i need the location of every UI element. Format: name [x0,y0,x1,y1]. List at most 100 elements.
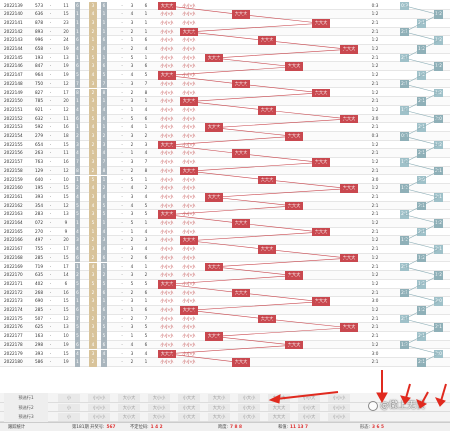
prime-value: 5 [130,54,134,60]
table-row: 2022143 996 · 24 6 1 6 · 1 6 小小小 小小小 大大大 1:2 1:2 [0,36,450,45]
draw-number: 763 [35,159,43,165]
sum-value: 15 [63,254,69,260]
ratio-value: 2:1 [371,246,379,252]
footer-issue-value: 567 [106,425,116,430]
stats-row-label: 预选行2 [4,402,48,413]
route-value: 8 [101,166,107,176]
ratio-hit: 2:1 [434,245,443,254]
route-value: 4 [101,349,107,359]
route-value: 1 [101,53,107,63]
prime-value: 3 [130,80,134,86]
ratio-hit: 1:2 [434,36,443,45]
footer-sum-label: 和值: [278,425,289,430]
dot-cell: · [121,159,123,165]
dot-cell: · [49,2,52,8]
dot-cell: · [49,150,52,156]
ratio-value: 2:1 [371,150,379,156]
route-value: 7 [101,79,107,89]
ratio-value: 2:1 [371,80,379,86]
dot-cell: · [49,298,52,304]
table-row: 2022148 750 · 12 7 3 7 · 3 7 小小小 小小小 大大大 2:1 2:1 [0,79,450,89]
footer-miss-value: 1 4 2 [150,425,163,430]
ratio-value: 2:1 [371,315,379,321]
pattern-hit: 大大大 [340,45,358,54]
prime-value: 5 [130,220,134,225]
draw-number: 625 [35,324,43,330]
ratio-hit: 2:1 [400,262,409,272]
prime-value: 4 [130,124,134,130]
table-row: 2022171 402 · 6 5 5 5 · 5 5 大大大 小小小 1:2 1:2 [0,279,450,289]
tail-value: 3 [144,237,148,243]
ratio-value: 2:1 [371,211,379,217]
span-value: 3 [89,349,97,359]
ratio-hit: 1:2 [434,271,443,280]
ratio-value: 1:2 [371,46,379,51]
pattern-cell: 小小小 [182,272,196,278]
tail-value: 6 [144,254,148,260]
pattern-cell: 小小小 [160,341,174,347]
route-value: 1 [101,18,107,28]
draw-number: 507 [35,315,43,321]
dot-cell: · [49,37,52,43]
dot-cell: · [121,202,123,208]
stats-cell: 小小大 [298,403,320,412]
dot-cell: · [49,263,52,269]
pattern-cell: 小小小 [182,176,196,182]
dot-cell: · [49,159,52,165]
table-row: 2022150 785 · 20 1 3 1 · 3 1 小小小 大大大 2:1 2:1 [0,97,450,106]
pattern-cell: 小小小 [182,19,196,25]
dot-cell: · [121,150,123,156]
sum-value: 13 [63,324,69,330]
pattern-cell: 小小小 [182,359,196,365]
stats-cell: 小小小 [328,413,350,421]
prime-value: 5 [130,280,134,286]
dot-cell: · [49,46,52,51]
span-value: 3 [89,79,97,89]
ratio-value: 1:2 [371,72,379,78]
dot-cell: · [49,307,52,312]
pattern-cell: 小小小 [182,159,196,165]
issue-number: 2022160 [4,185,23,191]
ratio-value: 1:2 [371,37,379,43]
issue-number: 2022175 [4,315,23,321]
stats-row-label: 预选行3 [4,412,48,422]
sum-value: 19 [63,63,69,69]
tail-value: 7 [144,315,148,321]
pattern-hit: 大大大 [232,10,250,19]
pattern-hit: 大大大 [232,358,250,367]
table-row: 2022169 719 · 17 1 4 1 · 4 1 小小小 小小小 大大大 2:1 2:1 [0,262,450,272]
ratio-hit: 1:2 [400,105,409,115]
dot-cell: · [121,280,123,286]
span-value: 2 [89,314,97,324]
odd-count: 8 [75,88,80,98]
sum-value: 15 [63,307,69,312]
ratio-hit: 2:1 [434,192,443,202]
ratio-hit: 2:1 [417,149,426,159]
route-value: 4 [101,227,107,237]
dot-cell: · [49,115,52,121]
dot-cell: · [121,307,123,312]
draw-number: 632 [35,115,43,121]
ratio-value: 1:2 [371,237,379,243]
route-value: 5 [101,323,107,333]
pattern-hit: 大大大 [340,114,358,124]
issue-number: 2022161 [4,193,23,199]
tail-value: 7 [144,80,148,86]
dot-cell: · [121,193,123,199]
draw-number: 573 [35,2,43,8]
prime-value: 1 [130,150,134,156]
sum-value: 10 [63,176,69,182]
ratio-value: 2:1 [371,124,379,130]
prime-value: 2 [130,46,134,51]
table-row: 2022178 298 · 19 6 4 6 · 4 6 小小小 小小小 大大大 1:2 1:2 [0,340,450,350]
pattern-hit: 大大大 [312,18,330,28]
prime-value: 3 [130,63,134,69]
prime-value: 1 [130,37,134,43]
ratio-value: 1:2 [371,141,379,147]
odd-count: 2 [75,271,80,280]
odd-count: 6 [75,288,80,298]
draw-number: 285 [35,307,43,312]
pattern-cell: 小小小 [182,124,196,130]
odd-count: 7 [75,314,80,324]
